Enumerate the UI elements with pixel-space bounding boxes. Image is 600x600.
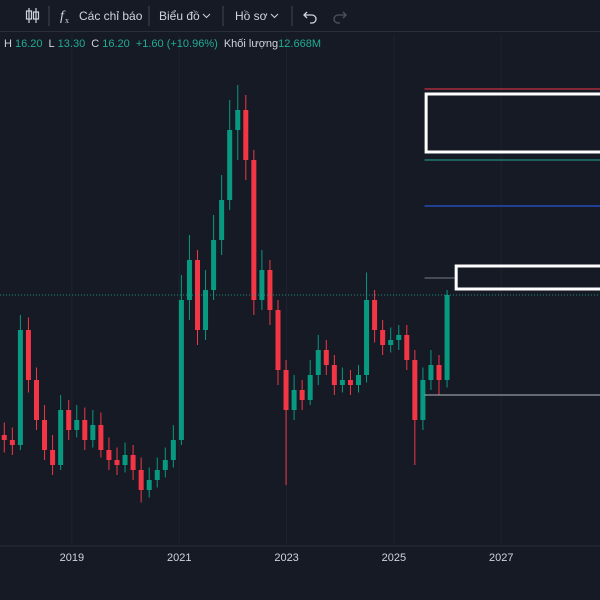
legend-value: 13.30 <box>57 38 86 50</box>
candle-body <box>146 480 152 490</box>
candle-body <box>106 450 112 460</box>
x-tick-label: 2019 <box>60 552 84 564</box>
legend-value: 16.20 <box>14 38 43 50</box>
x-tick-label: 2025 <box>382 552 406 564</box>
rectangle-drawing <box>424 92 600 154</box>
chevron[interactable] <box>202 13 211 19</box>
legend-label: H <box>4 38 12 50</box>
candle-body <box>25 330 31 380</box>
candle-body <box>259 270 265 300</box>
rectangle-drawing <box>454 264 600 291</box>
undo-icon[interactable] <box>303 11 317 24</box>
fx-icon[interactable]: f <box>60 9 66 24</box>
legend-label: L <box>48 38 55 50</box>
candle-body <box>323 350 329 365</box>
candle-body <box>98 425 104 450</box>
profile-button[interactable]: Hồ sơ <box>235 9 268 23</box>
candle-body <box>372 300 378 330</box>
candle-body <box>211 240 217 290</box>
toolbar: f x Các chỉ báo Biểu đồ Hồ sơ <box>0 0 600 32</box>
ohlc-legend: H 16.20 L 13.30 C 16.20 +1.60 (+10.96%) Khố… <box>4 38 324 50</box>
candle-body <box>9 440 15 445</box>
candle-body <box>299 390 305 400</box>
indicators-button[interactable]: Các chỉ báo <box>79 9 143 23</box>
candle-body <box>162 460 168 470</box>
legend-change: +1.60 (+10.96%) <box>135 38 218 50</box>
candle-body <box>444 295 450 380</box>
candle-body <box>74 420 80 430</box>
candle-body <box>428 365 434 380</box>
candle-body <box>283 370 289 410</box>
candle-body <box>315 350 321 375</box>
candle-body <box>58 410 64 465</box>
candle-body <box>1 435 7 440</box>
redo-icon[interactable] <box>333 11 347 24</box>
chart-button[interactable]: Biểu đồ <box>159 9 200 23</box>
candle-body <box>219 200 225 240</box>
toolbar-icons: f x <box>25 6 347 26</box>
candle-body <box>275 310 281 370</box>
candle-body <box>90 425 96 440</box>
candle-body <box>243 110 249 160</box>
candle-body <box>154 470 160 480</box>
candle-body <box>122 455 128 465</box>
candle-body <box>291 390 297 410</box>
candle-body <box>82 420 88 440</box>
candle-body <box>380 330 386 345</box>
chevron[interactable] <box>270 13 279 19</box>
candle-body <box>251 160 257 300</box>
fx-icon-sub[interactable]: x <box>65 16 69 25</box>
candle-body <box>33 380 39 420</box>
candle-body <box>186 260 192 300</box>
candle-body <box>170 440 176 460</box>
candle-body <box>436 365 442 380</box>
x-tick-label: 2023 <box>274 552 298 564</box>
candle-body <box>267 270 273 310</box>
candle-body <box>17 330 23 445</box>
candle-body <box>42 420 48 450</box>
candle-body <box>307 375 313 400</box>
candle-body <box>194 260 200 330</box>
legend-label: Khối lượng <box>223 38 279 50</box>
x-tick-label: 2027 <box>489 552 513 564</box>
candle-body <box>404 335 410 360</box>
candle-body <box>347 380 353 385</box>
candle-body <box>331 365 337 385</box>
candle-body <box>420 380 426 420</box>
candle-body <box>364 300 370 375</box>
candle-body <box>339 380 345 385</box>
candle-body <box>355 375 361 385</box>
candle-body <box>412 360 418 420</box>
candle-body <box>130 455 136 470</box>
candle-body <box>114 460 120 465</box>
legend-label: C <box>91 38 100 50</box>
candle-body <box>50 450 56 465</box>
legend-value: 12.668M <box>278 38 321 50</box>
candle-body <box>227 130 233 200</box>
candle-icon[interactable] <box>25 8 40 23</box>
candle-body <box>178 300 184 440</box>
candle-body <box>235 110 241 130</box>
candle-body <box>203 290 209 330</box>
candle-body <box>138 470 144 490</box>
legend-value: 16.20 <box>102 38 130 50</box>
candle-body <box>396 335 402 340</box>
candle-body <box>388 340 394 345</box>
candle-body <box>66 410 72 430</box>
x-tick-label: 2021 <box>167 552 191 564</box>
